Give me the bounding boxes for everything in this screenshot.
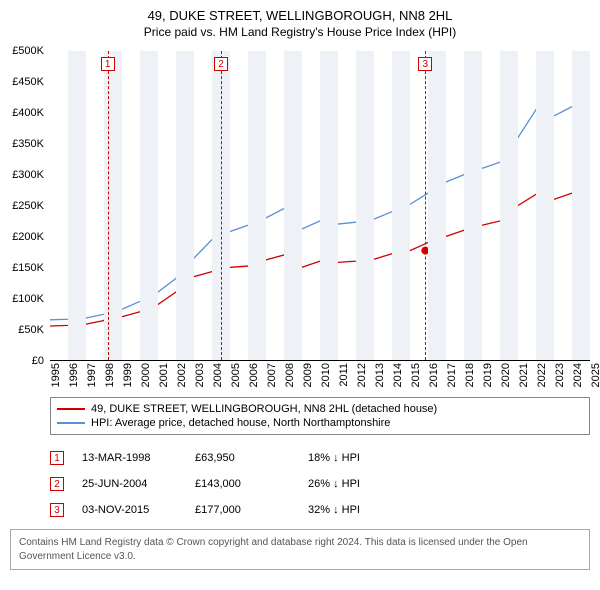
x-tick-label: 2002 <box>176 363 188 387</box>
legend-swatch <box>57 422 85 424</box>
x-tick-label: 2003 <box>194 363 206 387</box>
x-tick-label: 2014 <box>392 363 404 387</box>
year-band <box>464 51 482 360</box>
y-tick-label: £350K <box>12 138 44 150</box>
legend-row: 49, DUKE STREET, WELLINGBOROUGH, NN8 2HL… <box>57 402 583 416</box>
x-tick-label: 2004 <box>212 363 224 387</box>
x-tick-label: 2006 <box>248 363 260 387</box>
year-band <box>392 51 410 360</box>
x-tick-label: 2019 <box>482 363 494 387</box>
title-block: 49, DUKE STREET, WELLINGBOROUGH, NN8 2HL… <box>0 0 600 43</box>
year-band <box>248 51 266 360</box>
x-tick-label: 2020 <box>500 363 512 387</box>
legend: 49, DUKE STREET, WELLINGBOROUGH, NN8 2HL… <box>50 397 590 435</box>
year-band <box>68 51 86 360</box>
chart-area: £0£50K£100K£150K£200K£250K£300K£350K£400… <box>50 51 590 391</box>
year-band <box>140 51 158 360</box>
x-tick-label: 2007 <box>266 363 278 387</box>
legend-swatch <box>57 408 85 410</box>
x-tick-label: 2025 <box>590 363 600 387</box>
marker-line <box>221 51 222 360</box>
sale-delta: 32% ↓ HPI <box>308 504 403 516</box>
sale-row: 3 03-NOV-2015 £177,000 32% ↓ HPI <box>50 497 590 523</box>
y-tick-label: £450K <box>12 76 44 88</box>
marker-badge: 1 <box>101 57 115 71</box>
marker-badge: 3 <box>418 57 432 71</box>
sale-badge: 1 <box>50 451 64 465</box>
year-band <box>176 51 194 360</box>
year-band <box>356 51 374 360</box>
x-tick-label: 2009 <box>302 363 314 387</box>
y-tick-label: £300K <box>12 169 44 181</box>
x-tick-label: 2013 <box>374 363 386 387</box>
sale-date: 25-JUN-2004 <box>82 478 177 490</box>
y-tick-label: £250K <box>12 200 44 212</box>
chart-container: 49, DUKE STREET, WELLINGBOROUGH, NN8 2HL… <box>0 0 600 590</box>
footer-note: Contains HM Land Registry data © Crown c… <box>10 529 590 570</box>
legend-label: 49, DUKE STREET, WELLINGBOROUGH, NN8 2HL… <box>91 403 437 415</box>
marker-line <box>425 51 426 360</box>
y-axis: £0£50K£100K£150K£200K£250K£300K£350K£400… <box>0 51 48 361</box>
title-sub: Price paid vs. HM Land Registry's House … <box>0 25 600 39</box>
x-tick-label: 2015 <box>410 363 422 387</box>
sale-row: 1 13-MAR-1998 £63,950 18% ↓ HPI <box>50 445 590 471</box>
sales-table: 1 13-MAR-1998 £63,950 18% ↓ HPI 2 25-JUN-2004… <box>50 445 590 523</box>
x-axis: 1995 1996 1997 1998 1999 2000 2001 2002 2003 2004… <box>50 361 590 391</box>
x-tick-label: 2008 <box>284 363 296 387</box>
year-band <box>500 51 518 360</box>
sale-date: 13-MAR-1998 <box>82 452 177 464</box>
sale-price: £177,000 <box>195 504 290 516</box>
y-tick-label: £500K <box>12 45 44 57</box>
x-tick-label: 2010 <box>320 363 332 387</box>
x-tick-label: 2024 <box>572 363 584 387</box>
y-tick-label: £0 <box>32 355 44 367</box>
y-tick-label: £200K <box>12 231 44 243</box>
x-tick-label: 2012 <box>356 363 368 387</box>
x-tick-label: 2017 <box>446 363 458 387</box>
year-band <box>536 51 554 360</box>
legend-row: HPI: Average price, detached house, Nort… <box>57 416 583 430</box>
x-tick-label: 2011 <box>338 363 350 387</box>
sale-badge: 2 <box>50 477 64 491</box>
sale-row: 2 25-JUN-2004 £143,000 26% ↓ HPI <box>50 471 590 497</box>
sale-date: 03-NOV-2015 <box>82 504 177 516</box>
year-band <box>284 51 302 360</box>
y-tick-label: £400K <box>12 107 44 119</box>
year-band <box>572 51 590 360</box>
y-tick-label: £150K <box>12 262 44 274</box>
x-tick-label: 2021 <box>518 363 530 387</box>
title-main: 49, DUKE STREET, WELLINGBOROUGH, NN8 2HL <box>0 8 600 23</box>
sale-price: £63,950 <box>195 452 290 464</box>
year-band <box>320 51 338 360</box>
x-tick-label: 2016 <box>428 363 440 387</box>
legend-label: HPI: Average price, detached house, Nort… <box>91 417 390 429</box>
x-tick-label: 2005 <box>230 363 242 387</box>
x-tick-label: 2001 <box>158 363 170 387</box>
x-tick-label: 1995 <box>50 363 62 387</box>
sale-delta: 18% ↓ HPI <box>308 452 403 464</box>
sale-delta: 26% ↓ HPI <box>308 478 403 490</box>
marker-line <box>108 51 109 360</box>
marker-badge: 2 <box>214 57 228 71</box>
x-tick-label: 1996 <box>68 363 80 387</box>
x-tick-label: 1998 <box>104 363 116 387</box>
y-tick-label: £50K <box>18 324 44 336</box>
year-band <box>428 51 446 360</box>
x-tick-label: 2023 <box>554 363 566 387</box>
x-tick-label: 2018 <box>464 363 476 387</box>
x-tick-label: 2000 <box>140 363 152 387</box>
sale-badge: 3 <box>50 503 64 517</box>
plot: 1 2 3 <box>50 51 590 361</box>
x-tick-label: 2022 <box>536 363 548 387</box>
x-tick-label: 1997 <box>86 363 98 387</box>
x-tick-label: 1999 <box>122 363 134 387</box>
sale-price: £143,000 <box>195 478 290 490</box>
y-tick-label: £100K <box>12 293 44 305</box>
